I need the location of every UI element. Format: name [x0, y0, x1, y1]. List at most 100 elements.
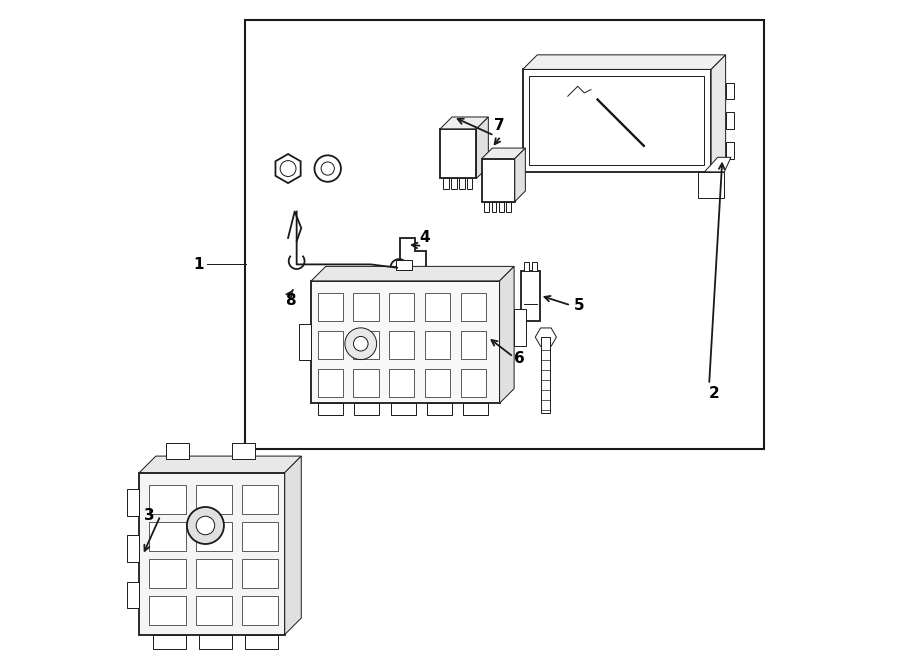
Bar [506, 202, 511, 212]
Bar [242, 559, 278, 588]
Bar [354, 369, 379, 397]
Polygon shape [523, 69, 711, 172]
Text: 2: 2 [709, 386, 720, 401]
Bar [199, 635, 232, 649]
Bar [195, 596, 232, 625]
Bar [389, 331, 414, 359]
Bar [461, 369, 486, 397]
Bar [451, 178, 456, 189]
Bar [195, 485, 232, 514]
Text: 3: 3 [144, 508, 155, 523]
Bar [149, 559, 185, 588]
Circle shape [396, 264, 402, 271]
Text: 6: 6 [514, 351, 525, 366]
Bar [396, 260, 412, 270]
Bar [491, 202, 496, 212]
Polygon shape [440, 129, 476, 178]
Bar [318, 403, 343, 415]
Bar [153, 635, 185, 649]
Bar [425, 293, 450, 321]
Bar [464, 403, 489, 415]
Circle shape [196, 516, 215, 535]
Bar [389, 369, 414, 397]
Circle shape [280, 161, 296, 176]
Bar [425, 331, 450, 359]
Text: 5: 5 [573, 298, 584, 313]
Text: 1: 1 [194, 257, 204, 272]
Bar [425, 369, 450, 397]
Polygon shape [476, 117, 489, 178]
Polygon shape [711, 55, 725, 172]
Polygon shape [140, 473, 284, 635]
Polygon shape [482, 159, 515, 202]
Polygon shape [482, 148, 526, 159]
Polygon shape [480, 329, 488, 345]
Bar [514, 309, 526, 346]
Bar [725, 83, 734, 99]
Bar [318, 331, 343, 359]
Polygon shape [400, 238, 426, 281]
Bar [444, 178, 449, 189]
Bar [318, 293, 343, 321]
Polygon shape [140, 456, 302, 473]
Bar [532, 262, 537, 271]
Polygon shape [440, 117, 489, 129]
Circle shape [321, 162, 334, 175]
Bar [195, 559, 232, 588]
Text: 7: 7 [494, 118, 505, 133]
Bar [698, 172, 724, 198]
Bar [389, 293, 414, 321]
Bar [300, 324, 311, 360]
Polygon shape [705, 157, 731, 172]
Bar [461, 293, 486, 321]
Polygon shape [284, 456, 302, 635]
Bar [128, 489, 140, 516]
Polygon shape [275, 154, 301, 183]
Text: 4: 4 [419, 231, 430, 245]
Bar [467, 178, 472, 189]
Bar [318, 369, 343, 397]
Polygon shape [311, 281, 500, 403]
Bar [245, 20, 764, 449]
Bar [427, 403, 452, 415]
Polygon shape [500, 266, 514, 403]
Polygon shape [536, 328, 556, 346]
Bar [149, 522, 185, 551]
Bar [499, 202, 503, 212]
Circle shape [187, 507, 224, 544]
Polygon shape [311, 266, 514, 281]
Bar [461, 331, 486, 359]
Text: 8: 8 [284, 293, 295, 308]
Bar [166, 443, 189, 459]
Bar [529, 76, 705, 165]
Bar [149, 485, 185, 514]
Bar [355, 403, 379, 415]
Bar [149, 596, 185, 625]
Bar [242, 485, 278, 514]
Circle shape [391, 259, 408, 276]
Polygon shape [515, 148, 526, 202]
Bar [354, 331, 379, 359]
Bar [484, 202, 489, 212]
Bar [524, 262, 529, 271]
Bar [242, 596, 278, 625]
Bar [454, 324, 480, 350]
Bar [541, 337, 551, 413]
Bar [232, 443, 255, 459]
Circle shape [354, 336, 368, 351]
Bar [195, 522, 232, 551]
Bar [128, 535, 140, 562]
Bar [725, 142, 734, 159]
Circle shape [314, 155, 341, 182]
Polygon shape [446, 329, 454, 345]
Polygon shape [523, 55, 725, 69]
Bar [725, 112, 734, 129]
Bar [354, 293, 379, 321]
Bar [128, 582, 140, 608]
Bar [242, 522, 278, 551]
Circle shape [345, 328, 376, 360]
Bar [459, 178, 464, 189]
Bar [391, 403, 416, 415]
Bar [245, 635, 278, 649]
Bar [521, 271, 540, 321]
